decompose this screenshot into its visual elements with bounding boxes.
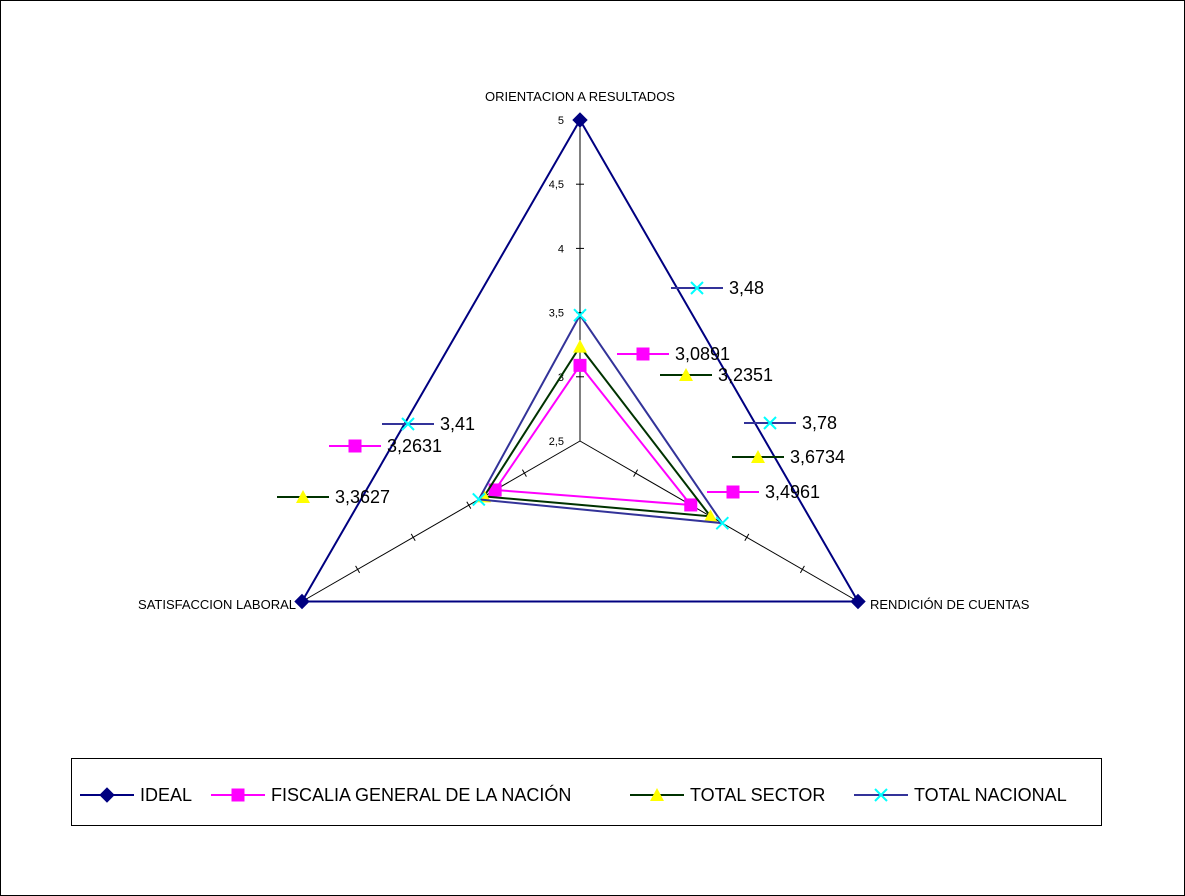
radar-spoke <box>301 440 581 602</box>
axis-title: SATISFACCION LABORAL <box>138 597 296 612</box>
series-point <box>573 339 587 353</box>
axis-title: ORIENTACION A RESULTADOS <box>485 89 675 104</box>
series-line <box>477 313 725 525</box>
series-point <box>573 308 587 322</box>
data-label: 3,78 <box>802 413 837 433</box>
data-label-marker <box>726 485 740 499</box>
radar-tick <box>799 565 805 574</box>
marker-stroke <box>401 417 415 431</box>
data-label: 3,3627 <box>335 487 390 507</box>
series-point <box>573 358 587 372</box>
legend-item-label: TOTAL SECTOR <box>690 785 825 805</box>
legend-key-marker <box>99 787 115 803</box>
series-point <box>715 516 730 530</box>
series-point <box>684 498 698 512</box>
data-label-marker <box>636 347 650 361</box>
data-label: 3,2351 <box>718 365 773 385</box>
data-label: 3,6734 <box>790 447 845 467</box>
data-label-marker <box>679 368 693 381</box>
data-label: 3,41 <box>440 414 475 434</box>
legend-key-marker <box>650 788 664 801</box>
radar-tick <box>633 469 639 477</box>
data-label: 3,4961 <box>765 482 820 502</box>
series-point <box>472 492 486 507</box>
series-point <box>703 509 718 523</box>
scale-tick-label: 2,5 <box>549 436 564 448</box>
legend-key-marker <box>231 788 245 802</box>
data-label: 3,48 <box>729 278 764 298</box>
legend: IDEAL FISCALIA GENERAL DE LA NACIÓN TOTAL … <box>71 758 1102 826</box>
series-point <box>294 593 310 610</box>
data-label-marker <box>751 450 765 463</box>
marker-stroke <box>472 492 486 507</box>
marker-stroke <box>573 308 587 322</box>
series-line <box>493 363 693 507</box>
legend-item-label: FISCALIA GENERAL DE LA NACIÓN <box>271 784 571 805</box>
series-line <box>300 117 860 603</box>
marker-stroke <box>690 281 704 295</box>
data-label-marker <box>296 490 310 503</box>
radar-tick <box>744 533 750 542</box>
scale-tick-label: 3,5 <box>549 308 564 320</box>
series-line <box>482 344 713 518</box>
scale-tick-label: 4,5 <box>549 179 564 191</box>
series-point <box>850 593 866 610</box>
marker-stroke <box>763 416 777 430</box>
legend-item-label: TOTAL NACIONAL <box>914 785 1067 805</box>
data-label: 3,2631 <box>387 436 442 456</box>
scale-tick-label: 4 <box>558 243 564 255</box>
data-label: 3,0891 <box>675 344 730 364</box>
marker-stroke <box>715 516 730 530</box>
series-layer <box>294 112 866 610</box>
data-label-marker <box>690 281 704 295</box>
radar-tick <box>355 565 361 574</box>
legend-key-marker <box>874 788 888 802</box>
data-label-marker <box>763 416 777 430</box>
marker-stroke <box>874 788 888 802</box>
scale-tick-label: 5 <box>558 115 564 127</box>
labels-layer: 3,0891 3,4961 3,2631 3,2351 3,6734 3,3627 3,48… <box>277 278 845 507</box>
radar-tick <box>410 533 416 542</box>
radar-tick <box>521 469 527 477</box>
data-label-marker <box>348 439 362 453</box>
axis-title: RENDICIÓN DE CUENTAS <box>870 597 1030 612</box>
radar-tick <box>466 501 472 509</box>
legend-item-label: IDEAL <box>140 785 192 805</box>
data-label-marker <box>401 417 415 431</box>
series-point <box>572 112 588 128</box>
